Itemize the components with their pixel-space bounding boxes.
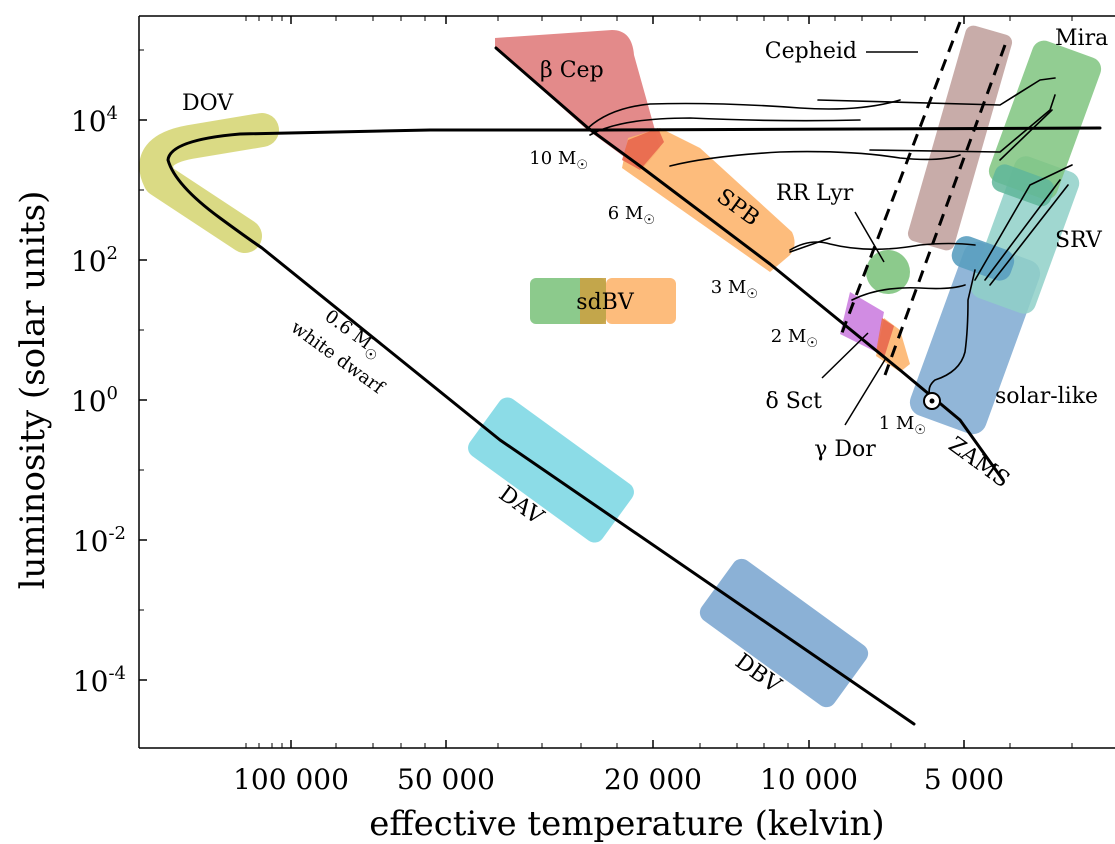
mass-label-6: 6 M☉ (608, 203, 655, 228)
y-tick-label: 104 (71, 103, 118, 138)
dav-region (468, 397, 634, 543)
leader-lines (821, 51, 918, 426)
sdbv-overlap (580, 278, 606, 324)
giant-branch-3 (999, 109, 1053, 161)
dbv-region (699, 558, 869, 708)
giant-branch-5 (984, 179, 1061, 281)
solar-like-label: solar-like (995, 384, 1098, 409)
x-tick-label: 20 000 (604, 763, 702, 796)
x-minor-ticks (245, 16, 1073, 748)
x-tick-labels: 100 000 50 000 20 000 10 000 5 000 (233, 763, 1004, 796)
mass-label-10: 10 M☉ (529, 148, 588, 173)
y-tick-label: 102 (71, 243, 118, 278)
white-dwarf-track (166, 126, 1102, 726)
zams-label: ZAMS (944, 432, 1014, 493)
sun-symbol (923, 392, 941, 410)
x-axis-label: effective temperature (kelvin) (369, 804, 884, 844)
srv-solar-overlap (951, 236, 1015, 281)
sdbv-label: sdBV (576, 290, 635, 315)
mass-label-1: 1 M☉ (879, 413, 926, 438)
beta-cep-region (495, 30, 660, 170)
y-tick-label: 10-4 (73, 663, 126, 698)
cepheid-strip-edges (838, 21, 1007, 376)
instability-regions (139, 25, 1102, 708)
track-2msun (851, 284, 966, 301)
x-tick-label: 50 000 (397, 763, 495, 796)
spb-region (622, 128, 795, 272)
x-tick-label: 100 000 (233, 763, 349, 796)
track-6msun (669, 150, 961, 167)
cepheid-region (907, 25, 1013, 251)
axes-frame (138, 15, 1115, 749)
dov-region (139, 113, 279, 253)
y-axis-label: luminosity (solar units) (13, 191, 53, 590)
y-tick-label: 10-2 (73, 523, 126, 558)
delta-gamma-overlap (876, 318, 894, 358)
beta-cep-label: β Cep (540, 58, 604, 83)
y-tick-labels: 104 102 100 10-2 10-4 (71, 103, 126, 698)
srv-label: SRV (1055, 228, 1103, 253)
x-tick-label: 10 000 (760, 763, 858, 796)
y-tick-label: 100 (71, 383, 118, 418)
giant-branch-6 (989, 184, 1069, 286)
dov-label: DOV (182, 91, 234, 116)
giant-branch-4 (974, 164, 1073, 281)
cepheid-label: Cepheid (765, 39, 857, 64)
mira-region (988, 40, 1102, 200)
track-10msun (587, 99, 901, 129)
giant-branch-1 (817, 77, 1056, 106)
track-3msun-b (789, 237, 831, 253)
y-major-ticks (139, 119, 147, 681)
mass-label-2: 2 M☉ (771, 326, 818, 351)
rr-lyr-label: RR Lyr (776, 181, 854, 206)
x-major-ticks (290, 16, 965, 748)
mira-label: Mira (1055, 26, 1108, 51)
rr-lyr-region (866, 250, 910, 294)
delta-sct-label: δ Sct (766, 389, 823, 414)
track-10msun-b (589, 117, 861, 136)
x-tick-label: 5 000 (924, 763, 1004, 796)
mass-label-3: 3 M☉ (711, 277, 758, 302)
giant-branch-2 (869, 94, 1056, 153)
gamma-dor-label: γ Dor (814, 437, 876, 462)
srv-mira-overlap (991, 164, 1055, 207)
evolutionary-tracks (166, 46, 1102, 726)
y-minor-ticks (139, 49, 144, 611)
track-1msun (928, 269, 976, 401)
sdbv-region-right (606, 278, 676, 324)
